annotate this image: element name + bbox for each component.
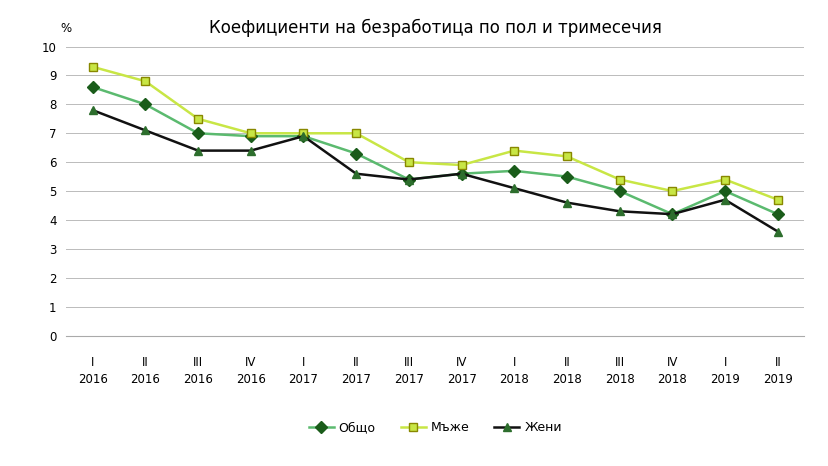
Text: 2016: 2016 bbox=[183, 373, 213, 386]
Жени bbox=[667, 212, 676, 217]
Мъже bbox=[720, 177, 729, 182]
Text: 2019: 2019 bbox=[710, 373, 739, 386]
Жени bbox=[193, 148, 203, 153]
Text: II: II bbox=[142, 356, 148, 369]
Text: IV: IV bbox=[245, 356, 256, 369]
Жени bbox=[772, 229, 782, 234]
Text: 2016: 2016 bbox=[78, 373, 108, 386]
Мъже bbox=[456, 162, 466, 168]
Text: I: I bbox=[723, 356, 726, 369]
Мъже bbox=[772, 197, 782, 203]
Text: II: II bbox=[353, 356, 359, 369]
Text: 2018: 2018 bbox=[498, 373, 528, 386]
Мъже bbox=[193, 116, 203, 122]
Text: 2016: 2016 bbox=[235, 373, 266, 386]
Жени bbox=[88, 107, 98, 113]
Text: III: III bbox=[614, 356, 624, 369]
Жени bbox=[720, 197, 729, 203]
Общо bbox=[403, 177, 413, 182]
Text: II: II bbox=[773, 356, 780, 369]
Text: 2017: 2017 bbox=[341, 373, 371, 386]
Общо bbox=[298, 133, 308, 139]
Общо bbox=[351, 151, 361, 156]
Общо bbox=[456, 171, 466, 177]
Legend: Общо, Мъже, Жени: Общо, Мъже, Жени bbox=[303, 416, 566, 439]
Text: 2017: 2017 bbox=[288, 373, 318, 386]
Text: III: III bbox=[193, 356, 203, 369]
Title: Коефициенти на безработица по пол и тримесечия: Коефициенти на безработица по пол и трим… bbox=[209, 19, 661, 37]
Мъже bbox=[614, 177, 624, 182]
Мъже bbox=[351, 130, 361, 136]
Text: I: I bbox=[512, 356, 515, 369]
Мъже bbox=[561, 154, 571, 159]
Text: I: I bbox=[301, 356, 305, 369]
Жени bbox=[508, 185, 518, 191]
Text: 2017: 2017 bbox=[446, 373, 476, 386]
Общо bbox=[561, 174, 571, 179]
Text: IV: IV bbox=[455, 356, 467, 369]
Мъже bbox=[403, 159, 413, 165]
Мъже bbox=[140, 78, 150, 84]
Мъже bbox=[508, 148, 518, 153]
Line: Жени: Жени bbox=[89, 106, 781, 236]
Text: 2018: 2018 bbox=[604, 373, 633, 386]
Общо bbox=[772, 212, 782, 217]
Жени bbox=[140, 128, 150, 133]
Мъже bbox=[88, 64, 98, 69]
Общо bbox=[193, 130, 203, 136]
Text: II: II bbox=[563, 356, 570, 369]
Общо bbox=[88, 84, 98, 90]
Text: %: % bbox=[60, 22, 72, 35]
Общо bbox=[614, 188, 624, 194]
Общо bbox=[245, 133, 255, 139]
Общо bbox=[140, 102, 150, 107]
Text: 2018: 2018 bbox=[551, 373, 581, 386]
Мъже bbox=[245, 130, 255, 136]
Line: Общо: Общо bbox=[89, 83, 781, 219]
Общо bbox=[508, 168, 518, 174]
Жени bbox=[403, 177, 413, 182]
Text: 2018: 2018 bbox=[657, 373, 686, 386]
Жени bbox=[456, 171, 466, 177]
Общо bbox=[720, 188, 729, 194]
Text: 2016: 2016 bbox=[130, 373, 160, 386]
Мъже bbox=[667, 188, 676, 194]
Text: 2019: 2019 bbox=[762, 373, 792, 386]
Жени bbox=[245, 148, 255, 153]
Жени bbox=[561, 200, 571, 206]
Общо bbox=[667, 212, 676, 217]
Жени bbox=[298, 133, 308, 139]
Жени bbox=[614, 208, 624, 214]
Мъже bbox=[298, 130, 308, 136]
Line: Мъже: Мъже bbox=[89, 62, 781, 204]
Text: 2017: 2017 bbox=[393, 373, 423, 386]
Text: I: I bbox=[91, 356, 94, 369]
Жени bbox=[351, 171, 361, 177]
Text: IV: IV bbox=[666, 356, 677, 369]
Text: III: III bbox=[403, 356, 413, 369]
